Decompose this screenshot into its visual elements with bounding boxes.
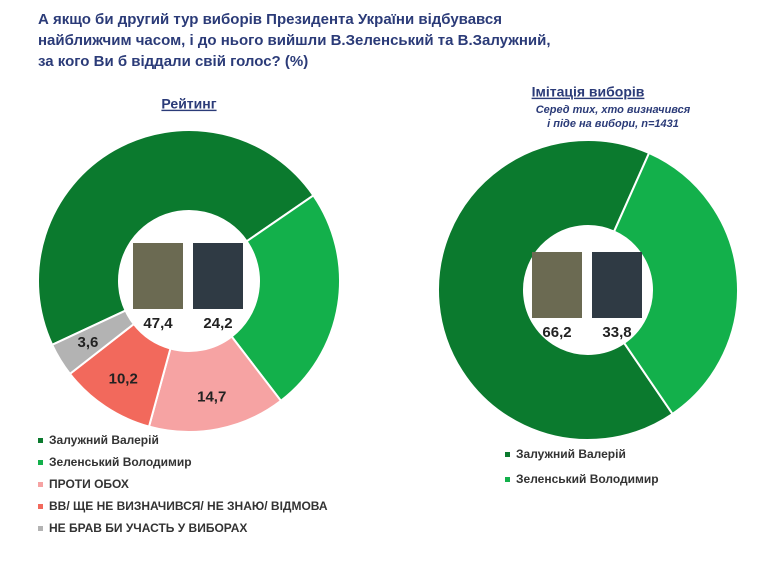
legend-swatch	[38, 526, 43, 531]
legend-swatch	[38, 438, 43, 443]
legend-label: ВВ/ ЩЕ НЕ ВИЗНАЧИВСЯ/ НЕ ЗНАЮ/ ВІДМОВА	[49, 499, 328, 513]
value-label: 14,7	[197, 388, 226, 405]
main-title: найближчим часом, і до нього вийшли В.Зе…	[38, 32, 551, 49]
legend-swatch	[38, 460, 43, 465]
subtitle: Серед тих, хто визначився	[536, 104, 691, 116]
value-label: 66,2	[542, 324, 571, 341]
main-title: А якщо би другий тур виборів Президента …	[38, 11, 502, 28]
photo	[133, 243, 183, 309]
legend-label: Залужний Валерій	[49, 433, 159, 447]
chart-title: Імітація виборів	[532, 84, 645, 100]
legend-label: НЕ БРАВ БИ УЧАСТЬ У ВИБОРАХ	[49, 521, 247, 535]
value-label: 10,2	[109, 371, 138, 388]
legend-label: Зеленський Володимир	[49, 455, 192, 469]
value-label: 24,2	[203, 315, 232, 332]
chart-title: Рейтинг	[161, 96, 216, 112]
photo	[193, 243, 243, 309]
legend-swatch	[38, 482, 43, 487]
legend-swatch	[505, 477, 510, 482]
legend-label: ПРОТИ ОБОХ	[49, 477, 129, 491]
main-title: за кого Ви б віддали свій голос? (%)	[38, 53, 308, 70]
legend-swatch	[38, 504, 43, 509]
subtitle: і піде на вибори, n=1431	[547, 118, 679, 130]
legend-label: Залужний Валерій	[516, 447, 626, 461]
value-label: 3,6	[78, 334, 99, 351]
value-label: 33,8	[602, 324, 631, 341]
value-label: 47,4	[143, 315, 173, 332]
photo	[592, 252, 642, 318]
photo	[532, 252, 582, 318]
legend-swatch	[505, 452, 510, 457]
legend-label: Зеленський Володимир	[516, 472, 659, 486]
